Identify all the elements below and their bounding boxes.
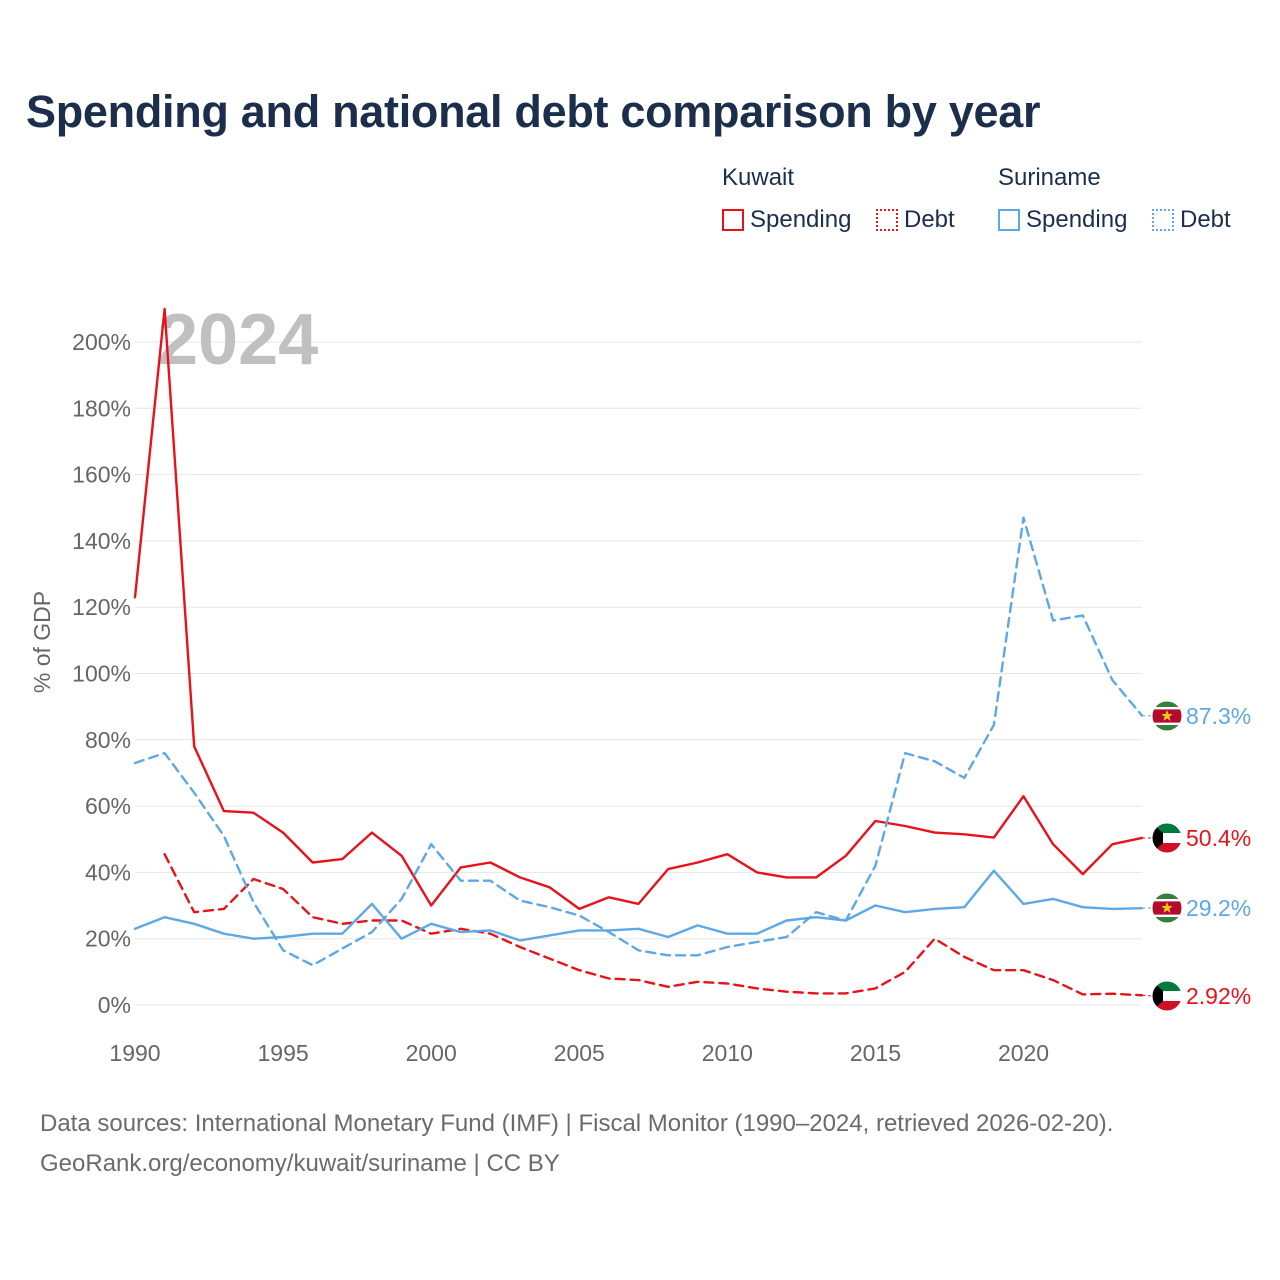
y-tick-label: 0%	[98, 992, 131, 1018]
suriname-flag-border	[1151, 700, 1183, 732]
end-value-label: 87.3%	[1186, 703, 1251, 729]
year-watermark: 2024	[158, 300, 318, 380]
legend-kuwait-debt[interactable]: Debt	[876, 206, 955, 234]
legend-kuwait-debt-label: Debt	[904, 206, 955, 233]
footer-attribution: GeoRank.org/economy/kuwait/suriname | CC…	[40, 1150, 560, 1177]
legend-kuwait-spending-label: Spending	[750, 206, 852, 233]
end-value-label: 29.2%	[1186, 895, 1251, 921]
suriname-flag-icon	[1152, 893, 1182, 923]
kuwait-flag-icon	[1152, 981, 1182, 1011]
chart-title: Spending and national debt comparison by…	[26, 86, 1041, 137]
suriname-flag-border	[1151, 892, 1183, 924]
series-line-suriname-spending	[133, 869, 1144, 942]
y-tick-label: 40%	[85, 859, 131, 885]
legend-kuwait-spending-swatch	[722, 209, 744, 231]
kuwait-flag-icon	[1152, 823, 1182, 853]
legend-kuwait-title: Kuwait	[722, 164, 795, 191]
legend-kuwait-debt-swatch	[876, 209, 898, 231]
y-axis-label: % of GDP	[29, 591, 55, 693]
legend-suriname-spending[interactable]: Spending	[998, 206, 1127, 234]
y-tick-label: 60%	[85, 793, 131, 819]
x-tick-label: 1995	[258, 1040, 309, 1066]
series-line-kuwait-debt	[163, 853, 1144, 997]
end-connector	[1141, 994, 1153, 997]
x-tick-label: 2005	[554, 1040, 605, 1066]
legend-suriname-title: Suriname	[998, 164, 1101, 191]
kuwait-flag-border	[1151, 822, 1183, 854]
x-tick-label: 2015	[850, 1040, 901, 1066]
series-line-suriname-debt	[133, 516, 1144, 967]
y-tick-label: 80%	[85, 727, 131, 753]
end-value-label: 50.4%	[1186, 825, 1251, 851]
suriname-flag-icon	[1152, 701, 1182, 731]
y-tick-label: 20%	[85, 926, 131, 952]
y-tick-label: 180%	[72, 395, 131, 421]
legend-kuwait-spending[interactable]: Spending	[722, 206, 851, 234]
y-tick-label: 200%	[72, 329, 131, 355]
x-tick-label: 2000	[406, 1040, 457, 1066]
legend-suriname-debt[interactable]: Debt	[1152, 206, 1231, 234]
legend-suriname-spending-swatch	[998, 209, 1020, 231]
y-tick-label: 100%	[72, 661, 131, 687]
x-tick-label: 2020	[998, 1040, 1049, 1066]
y-tick-label: 120%	[72, 594, 131, 620]
y-tick-label: 160%	[72, 462, 131, 488]
y-tick-label: 140%	[72, 528, 131, 554]
legend-suriname-debt-swatch	[1152, 209, 1174, 231]
x-tick-label: 1990	[109, 1040, 160, 1066]
x-tick-label: 2010	[702, 1040, 753, 1066]
series-line-kuwait-spending	[133, 307, 1144, 911]
kuwait-flag-border	[1151, 980, 1183, 1012]
legend-suriname-debt-label: Debt	[1180, 206, 1231, 233]
end-value-label: 2.92%	[1186, 983, 1251, 1009]
legend-suriname-spending-label: Spending	[1026, 206, 1128, 233]
footer-sources: Data sources: International Monetary Fun…	[40, 1110, 1114, 1137]
chart-footer: Data sources: International Monetary Fun…	[40, 1104, 1113, 1184]
